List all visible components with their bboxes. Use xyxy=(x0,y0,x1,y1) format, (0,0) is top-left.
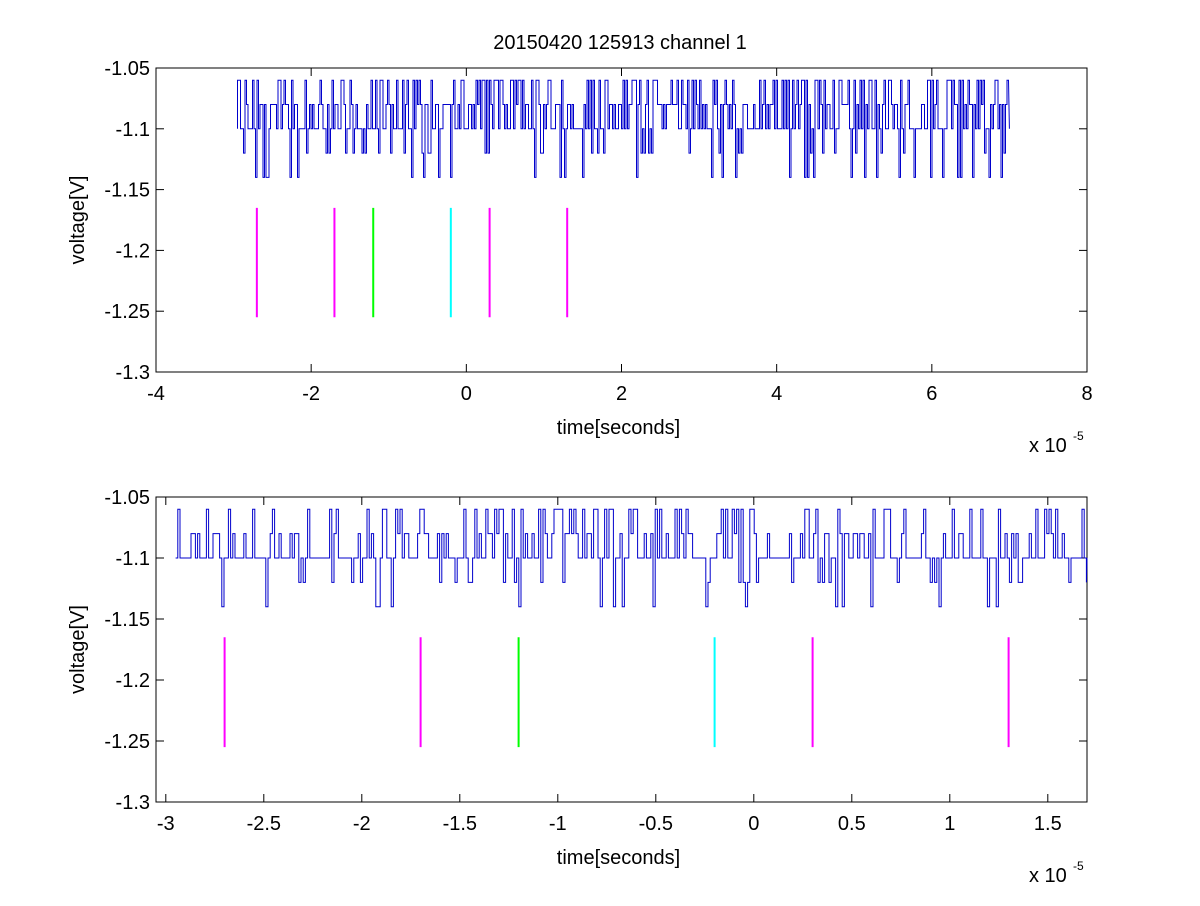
y-tick-label: -1.3 xyxy=(116,792,150,814)
y-tick-label: -1.15 xyxy=(104,609,150,631)
signal-trace xyxy=(175,508,1088,608)
y-tick-label: -1.2 xyxy=(116,240,150,262)
plot-frame xyxy=(155,496,1088,803)
x-axis-label: time[seconds] xyxy=(557,417,680,439)
y-axis-label: voltage[V] xyxy=(67,176,89,265)
x-axis-label: time[seconds] xyxy=(557,847,680,869)
chart-1: -4 -2 0 2 4 6 8 -1.05 -1.1 -1.15 -1.2 -1.25 -1.3 time… xyxy=(67,58,1093,457)
x-tick-label: 0 xyxy=(461,383,472,405)
x-tick-label: 8 xyxy=(1081,383,1092,405)
figure-title: 20150420 125913 channel 1 xyxy=(493,32,747,54)
x-axis-multiplier-exponent: -5 xyxy=(1073,429,1084,443)
y-tick-label: -1.1 xyxy=(116,548,150,570)
x-tick-label: -3 xyxy=(157,813,175,835)
y-tick-label: -1.1 xyxy=(116,119,150,141)
y-tick-label: -1.25 xyxy=(104,301,150,323)
y-tick-label: -1.15 xyxy=(104,180,150,202)
x-tick-label: -4 xyxy=(147,383,165,405)
x-tick-label: -2 xyxy=(353,813,371,835)
x-tick-label: 0.5 xyxy=(838,813,866,835)
y-axis-label: voltage[V] xyxy=(67,605,89,694)
x-tick-label: 1.5 xyxy=(1034,813,1062,835)
x-axis-multiplier-exponent: -5 xyxy=(1073,859,1084,873)
x-tick-label: 4 xyxy=(771,383,782,405)
x-tick-label: 2 xyxy=(616,383,627,405)
x-tick-label: -2 xyxy=(302,383,320,405)
x-tick-label: -2.5 xyxy=(247,813,281,835)
x-tick-label: 0 xyxy=(748,813,759,835)
y-tick-label: -1.05 xyxy=(104,487,150,509)
x-tick-label: 6 xyxy=(926,383,937,405)
chart-2: -3 -2.5 -2 -1.5 -1 -0.5 0 0.5 1 1.5 -1.05 -1.1 -1.15… xyxy=(67,487,1088,887)
x-tick-label: -1 xyxy=(549,813,567,835)
y-tick-label: -1.05 xyxy=(104,58,150,80)
x-tick-label: 1 xyxy=(944,813,955,835)
signal-trace xyxy=(237,79,1010,178)
y-tick-label: -1.25 xyxy=(104,731,150,753)
x-tick-label: -1.5 xyxy=(443,813,477,835)
x-axis-multiplier: x 10 xyxy=(1029,865,1067,887)
x-tick-label: -0.5 xyxy=(639,813,673,835)
y-tick-label: -1.3 xyxy=(116,362,150,384)
y-tick-label: -1.2 xyxy=(116,670,150,692)
x-axis-multiplier: x 10 xyxy=(1029,435,1067,457)
